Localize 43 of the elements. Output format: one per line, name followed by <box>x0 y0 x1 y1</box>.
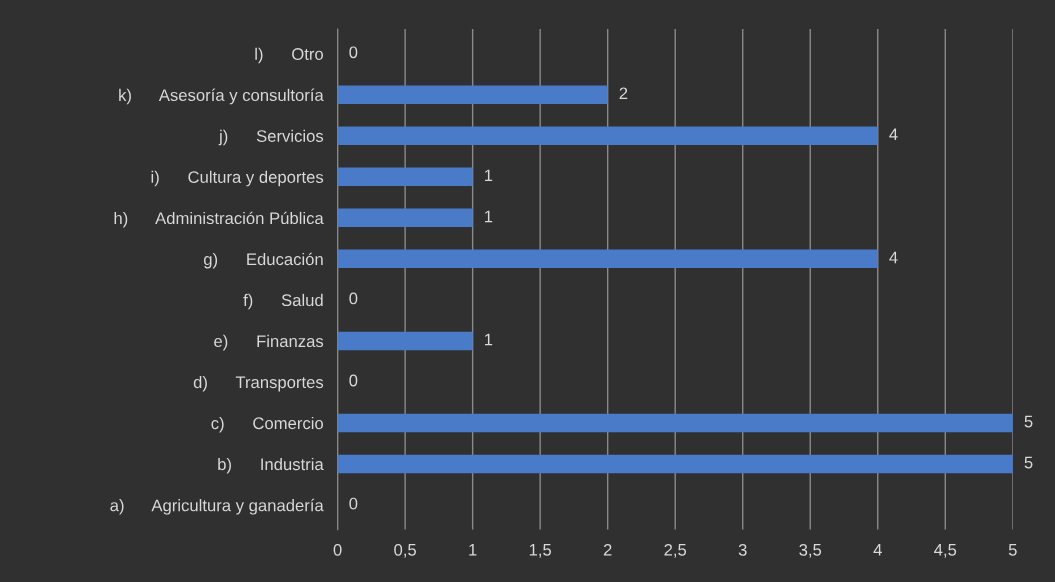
x-tick-label: 2 <box>603 543 612 556</box>
y-tick-label: h) Administración Pública <box>114 211 324 228</box>
y-tick-label: e) Finanzas <box>214 334 324 351</box>
x-tick-label: 3,5 <box>799 543 822 558</box>
bar <box>337 454 1013 474</box>
y-tick-label: g) Educación <box>203 252 323 269</box>
bar <box>337 331 473 351</box>
x-tick-label: 5 <box>1008 544 1017 556</box>
bar <box>337 208 473 228</box>
x-tick-label: 0,5 <box>394 543 417 558</box>
bar <box>337 85 608 104</box>
data-label: 4 <box>889 251 898 264</box>
x-tick-label: 2,5 <box>664 543 687 558</box>
data-label: 5 <box>1024 456 1033 469</box>
y-tick-label: i) Cultura y deportes <box>151 170 324 187</box>
y-tick-label: l) Otro <box>255 47 324 64</box>
y-tick-label: d) Transportes <box>193 375 324 392</box>
y-tick-label: b) Industria <box>218 457 324 474</box>
bar <box>337 167 473 187</box>
data-label: 5 <box>1024 415 1033 428</box>
x-tick-label: 4,5 <box>934 544 957 558</box>
bar <box>337 249 878 269</box>
y-tick-label: j) Servicios <box>218 129 324 146</box>
x-tick-label: 1 <box>469 544 477 556</box>
y-tick-label: c) Comercio <box>211 416 324 433</box>
y-tick-label: f) Salud <box>243 293 323 310</box>
x-tick-label: 1,5 <box>529 544 552 558</box>
data-label: 1 <box>485 210 493 223</box>
x-tick-label: 3 <box>738 543 747 556</box>
y-tick-label: k) Asesoría y consultoría <box>119 88 324 105</box>
x-tick-label: 4 <box>873 544 882 556</box>
data-label: 4 <box>889 128 898 141</box>
data-label: 0 <box>349 292 358 305</box>
bar <box>337 413 1013 433</box>
x-tick-label: 0 <box>333 543 342 556</box>
data-label: 2 <box>619 87 628 100</box>
y-tick-label: a) Agricultura y ganadería <box>110 498 324 515</box>
data-label: 1 <box>485 169 493 182</box>
data-label: 0 <box>349 46 358 59</box>
data-label: 0 <box>349 497 358 510</box>
data-label: 1 <box>485 333 493 346</box>
bar <box>337 126 878 145</box>
data-label: 0 <box>349 374 358 387</box>
